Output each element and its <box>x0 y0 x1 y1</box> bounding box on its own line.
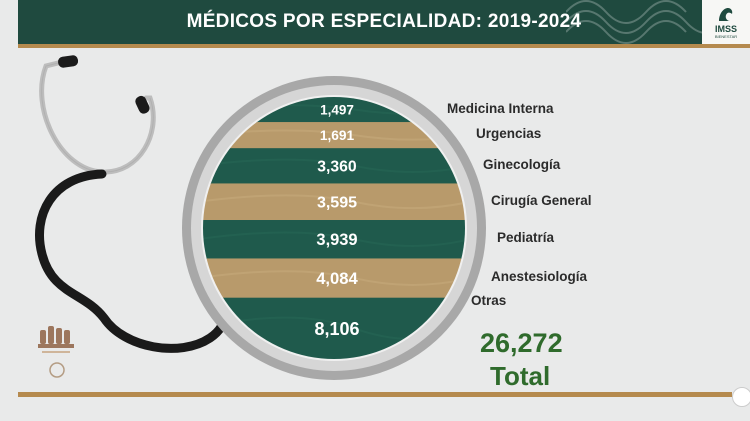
band-anestesiología <box>203 258 465 299</box>
value-label: 8,106 <box>314 319 359 339</box>
government-logo <box>38 326 74 378</box>
legend-label-medicina-interna: Medicina Interna <box>447 100 554 116</box>
legend-label-cirugía-general: Cirugía General <box>491 192 592 208</box>
band-cirugía-general <box>203 183 465 221</box>
value-label: 1,497 <box>320 102 354 117</box>
footer-badge <box>732 387 750 407</box>
footer-divider <box>18 392 732 397</box>
stethoscope-illustration <box>35 55 239 353</box>
band-highlight <box>203 158 465 173</box>
imss-logo: IMSS BIENESTAR <box>702 0 750 44</box>
band-pediatría <box>203 220 465 259</box>
band-highlight <box>203 194 465 210</box>
header-pattern-decoration <box>566 0 706 44</box>
band-highlight <box>203 231 465 247</box>
legend-label-otras: Otras <box>471 293 507 309</box>
legend-label-anestesiología: Anestesiología <box>491 269 588 285</box>
value-label: 4,084 <box>316 269 358 288</box>
legend-label-urgencias: Urgencias <box>476 126 542 142</box>
legend-label-ginecología: Ginecología <box>483 156 561 172</box>
imss-eagle-icon <box>719 8 733 21</box>
total-value: 26,272 <box>480 328 563 358</box>
value-label: 3,595 <box>317 194 357 212</box>
chart-bands: 1,497 1,691 3,360 3,595 3,939 4,084 8,106 <box>203 97 465 359</box>
band-highlight <box>203 270 465 286</box>
specialty-chart: 1,497 1,691 3,360 3,595 3,939 4,084 8,106 <box>35 55 486 380</box>
imss-logo-sub: BIENESTAR <box>714 34 738 39</box>
value-label: 3,939 <box>316 231 357 249</box>
value-label: 3,360 <box>317 158 357 175</box>
value-label: 1,691 <box>320 128 355 143</box>
band-ginecología <box>203 148 465 184</box>
legend-label-pediatría: Pediatría <box>497 230 555 246</box>
total-label: Total <box>490 361 551 391</box>
imss-logo-text: IMSS <box>714 24 737 34</box>
header-bar: MÉDICOS POR ESPECIALIDAD: 2019-2024 <box>18 0 750 48</box>
page-title: MÉDICOS POR ESPECIALIDAD: 2019-2024 <box>186 11 582 32</box>
